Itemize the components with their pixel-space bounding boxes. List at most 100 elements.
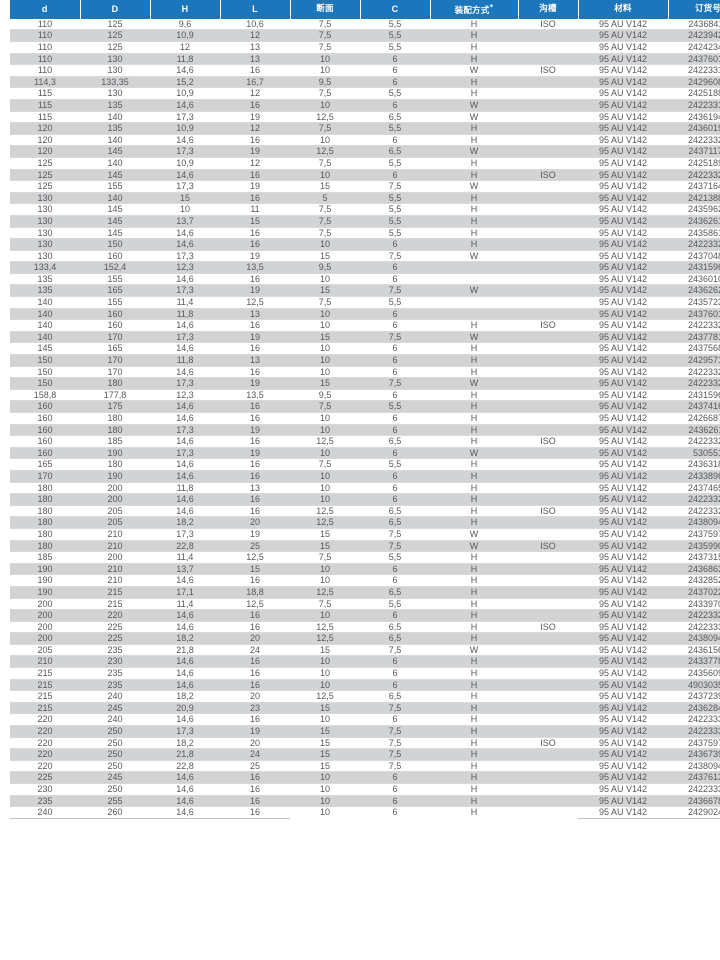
cell-C: 6 xyxy=(360,679,430,692)
cell-material: 95 AU V142 xyxy=(578,180,668,193)
cell-section: 5 xyxy=(290,192,360,205)
cell-groove: ISO xyxy=(518,64,578,77)
cell-groove: ISO xyxy=(518,621,578,634)
cell-assembly: H xyxy=(430,227,518,240)
cell-C: 6 xyxy=(360,470,430,483)
cell-material: 95 AU V142 xyxy=(578,331,668,344)
cell-C: 7,5 xyxy=(360,540,430,553)
cell-d: 133,4 xyxy=(10,261,80,274)
cell-material: 95 AU V142 xyxy=(578,574,668,587)
cell-material: 95 AU V142 xyxy=(578,795,668,808)
cell-C: 5,5 xyxy=(360,400,430,413)
cell-L: 16 xyxy=(220,366,290,379)
cell-material: 95 AU V142 xyxy=(578,192,668,205)
cell-assembly: H xyxy=(430,76,518,89)
cell-d: 130 xyxy=(10,238,80,251)
cell-D: 152,4 xyxy=(80,261,150,274)
cell-H: 14,6 xyxy=(150,412,220,425)
cell-H: 11,8 xyxy=(150,354,220,367)
cell-L: 16 xyxy=(220,458,290,471)
cell-groove xyxy=(518,261,578,274)
cell-H: 17,3 xyxy=(150,377,220,390)
cell-assembly: H xyxy=(430,725,518,738)
cell-groove xyxy=(518,725,578,738)
cell-order_no: 24372392 xyxy=(668,690,720,703)
cell-material: 95 AU V142 xyxy=(578,134,668,147)
column-header-section: 断面 xyxy=(289,0,361,19)
cell-assembly: H xyxy=(430,29,518,42)
cell-material: 95 AU V142 xyxy=(578,284,668,298)
cell-C: 7,5 xyxy=(360,377,430,390)
cell-order_no: 24375979 xyxy=(668,737,720,750)
cell-d: 180 xyxy=(10,482,80,495)
cell-D: 170 xyxy=(80,354,150,367)
cell-C: 5,5 xyxy=(360,122,430,135)
cell-D: 185 xyxy=(80,435,150,448)
cell-L: 13 xyxy=(220,41,290,54)
cell-groove xyxy=(518,528,578,541)
cell-d: 180 xyxy=(10,505,80,518)
cell-material: 95 AU V142 xyxy=(578,806,668,819)
cell-d: 130 xyxy=(10,215,80,228)
cell-section: 10 xyxy=(290,783,360,796)
cell-section: 9,5 xyxy=(290,261,360,274)
cell-H: 18,2 xyxy=(150,632,220,645)
cell-L: 16 xyxy=(220,400,290,413)
cell-D: 240 xyxy=(80,713,150,727)
cell-d: 240 xyxy=(10,806,80,819)
cell-L: 15 xyxy=(220,563,290,576)
cell-d: 235 xyxy=(10,795,80,808)
cell-D: 260 xyxy=(80,806,150,819)
cell-groove xyxy=(518,644,578,657)
cell-d: 115 xyxy=(10,99,80,112)
cell-L: 20 xyxy=(220,737,290,750)
cell-D: 135 xyxy=(80,122,150,135)
cell-d: 185 xyxy=(10,551,80,564)
cell-assembly: H xyxy=(430,632,518,645)
cell-groove xyxy=(518,760,578,773)
cell-d: 190 xyxy=(10,574,80,587)
cell-D: 245 xyxy=(80,702,150,715)
cell-d: 190 xyxy=(10,586,80,599)
cell-d: 200 xyxy=(10,621,80,634)
cell-H: 11,8 xyxy=(150,308,220,321)
cell-L: 16 xyxy=(220,470,290,483)
cell-d: 140 xyxy=(10,331,80,344)
cell-assembly: H xyxy=(430,783,518,796)
cell-D: 145 xyxy=(80,145,150,158)
column-header-D: D xyxy=(79,0,151,19)
cell-H: 14,6 xyxy=(150,655,220,669)
cell-material: 95 AU V142 xyxy=(578,319,668,332)
cell-order_no: 24371176 xyxy=(668,145,720,158)
cell-D: 160 xyxy=(80,319,150,332)
cell-L: 12 xyxy=(220,87,290,100)
cell-material: 95 AU V142 xyxy=(578,261,668,274)
cell-H: 17,3 xyxy=(150,284,220,298)
cell-assembly: H xyxy=(430,621,518,634)
cell-C: 6,5 xyxy=(360,505,430,518)
cell-C: 6 xyxy=(360,366,430,379)
cell-C: 6 xyxy=(360,389,430,402)
cell-D: 220 xyxy=(80,609,150,622)
cell-order_no: 24367393 xyxy=(668,748,720,761)
cell-L: 16 xyxy=(220,227,290,240)
cell-groove xyxy=(518,203,578,216)
cell-assembly: H xyxy=(430,690,518,703)
cell-L: 16 xyxy=(220,169,290,182)
cell-assembly: H xyxy=(430,215,518,228)
cell-material: 95 AU V142 xyxy=(578,377,668,390)
cell-d: 160 xyxy=(10,412,80,425)
cell-d: 230 xyxy=(10,783,80,796)
cell-order_no: 24223336 xyxy=(668,783,720,796)
cell-C: 6 xyxy=(360,134,430,147)
cell-d: 150 xyxy=(10,366,80,379)
cell-C: 7,5 xyxy=(360,180,430,193)
cell-D: 170 xyxy=(80,366,150,379)
